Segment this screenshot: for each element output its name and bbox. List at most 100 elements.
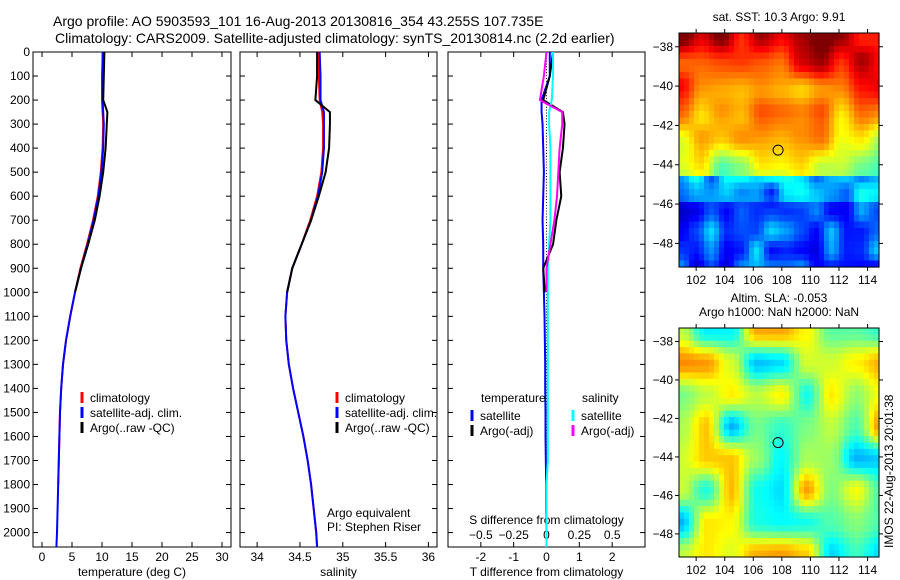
- map-cell: [714, 334, 720, 342]
- map-cell: [804, 65, 810, 73]
- map-cell: [839, 480, 845, 488]
- map-cell: [794, 215, 800, 223]
- map-cell: [864, 150, 870, 158]
- map-cell: [684, 518, 690, 526]
- map-cell: [689, 404, 695, 412]
- map-cell: [689, 391, 695, 399]
- map-cell: [854, 366, 860, 374]
- map-cell: [749, 182, 755, 190]
- map-cell: [764, 234, 770, 242]
- map-cell: [799, 474, 805, 482]
- map-cell: [834, 404, 840, 412]
- map-cell: [809, 385, 815, 393]
- map-cell: [799, 150, 805, 158]
- map-cell: [799, 143, 805, 151]
- map-cell: [834, 260, 840, 268]
- map-cell: [679, 215, 685, 223]
- map-cell: [814, 397, 820, 405]
- map-cell: [784, 506, 790, 514]
- map-cell: [699, 359, 705, 367]
- map-cell: [679, 117, 685, 125]
- map-cell: [739, 169, 745, 177]
- map-cell: [874, 195, 880, 203]
- map-cell: [769, 353, 775, 361]
- map-cell: [829, 442, 835, 450]
- map-cell: [729, 117, 735, 125]
- map-cell: [734, 359, 740, 367]
- map-cell: [859, 455, 865, 463]
- map-cell: [854, 423, 860, 431]
- map-cell: [749, 423, 755, 431]
- map-cell: [824, 442, 830, 450]
- map-cell: [834, 410, 840, 418]
- map-cell: [769, 537, 775, 545]
- map-cell: [849, 410, 855, 418]
- map-cell: [829, 391, 835, 399]
- map-cell: [774, 202, 780, 210]
- map-cell: [769, 506, 775, 514]
- map-cell: [789, 46, 795, 54]
- map-cell: [719, 117, 725, 125]
- map-cell: [724, 328, 730, 335]
- map-cell: [714, 474, 720, 482]
- map-cell: [734, 366, 740, 374]
- map-cell: [714, 182, 720, 190]
- legend-label: satellite-adj. clim.: [90, 406, 182, 420]
- map-cell: [714, 247, 720, 255]
- map-cell: [689, 487, 695, 494]
- map-cell: [839, 189, 845, 197]
- map-cell: [744, 328, 750, 335]
- map-cell: [869, 39, 875, 47]
- map-cell: [804, 531, 810, 539]
- map-cell: [759, 202, 765, 210]
- map-cell: [734, 143, 740, 151]
- map-cell: [844, 385, 850, 393]
- map-cell: [839, 202, 845, 210]
- map-cell: [759, 467, 765, 475]
- map-cell: [684, 189, 690, 197]
- map-cell: [804, 72, 810, 80]
- map-cell: [779, 104, 785, 112]
- map-cell: [829, 137, 835, 145]
- map-cell: [864, 98, 870, 106]
- map-cell: [779, 241, 785, 249]
- map-cell: [754, 436, 760, 444]
- map-cell: [844, 52, 850, 60]
- map-cell: [754, 340, 760, 348]
- map-cell: [699, 378, 705, 386]
- map-cell: [794, 359, 800, 367]
- map-cell: [699, 52, 705, 60]
- map-cell: [789, 404, 795, 412]
- map-cell: [789, 169, 795, 177]
- map-cell: [704, 378, 710, 386]
- map-cell: [784, 52, 790, 60]
- map-cell: [714, 525, 720, 533]
- map-cell: [809, 260, 815, 268]
- map-cell: [859, 143, 865, 151]
- map-cell: [789, 328, 795, 335]
- map-cell: [869, 124, 875, 132]
- map-cell: [729, 59, 735, 67]
- map-cell: [809, 98, 815, 106]
- map-cell: [839, 260, 845, 268]
- map-cell: [799, 65, 805, 73]
- map-cell: [694, 247, 700, 255]
- map-cell: [784, 221, 790, 229]
- map-title: Altim. SLA: -0.053: [731, 291, 828, 305]
- map-cell: [799, 480, 805, 488]
- map-cell: [874, 372, 880, 380]
- map-cell: [824, 391, 830, 399]
- map-cell: [714, 221, 720, 229]
- map-cell: [759, 525, 765, 533]
- map-cell: [859, 195, 865, 203]
- map-cell: [764, 111, 770, 119]
- map-title: Argo h1000: NaN h2000: NaN: [699, 305, 859, 319]
- map-cell: [759, 391, 765, 399]
- map-cell: [714, 124, 720, 132]
- map-cell: [694, 234, 700, 242]
- map-cell: [784, 156, 790, 164]
- x-axis-label: T difference from climatology: [470, 565, 624, 579]
- map-cell: [824, 480, 830, 488]
- map-cell: [764, 98, 770, 106]
- y-tick-label: 300: [10, 117, 30, 131]
